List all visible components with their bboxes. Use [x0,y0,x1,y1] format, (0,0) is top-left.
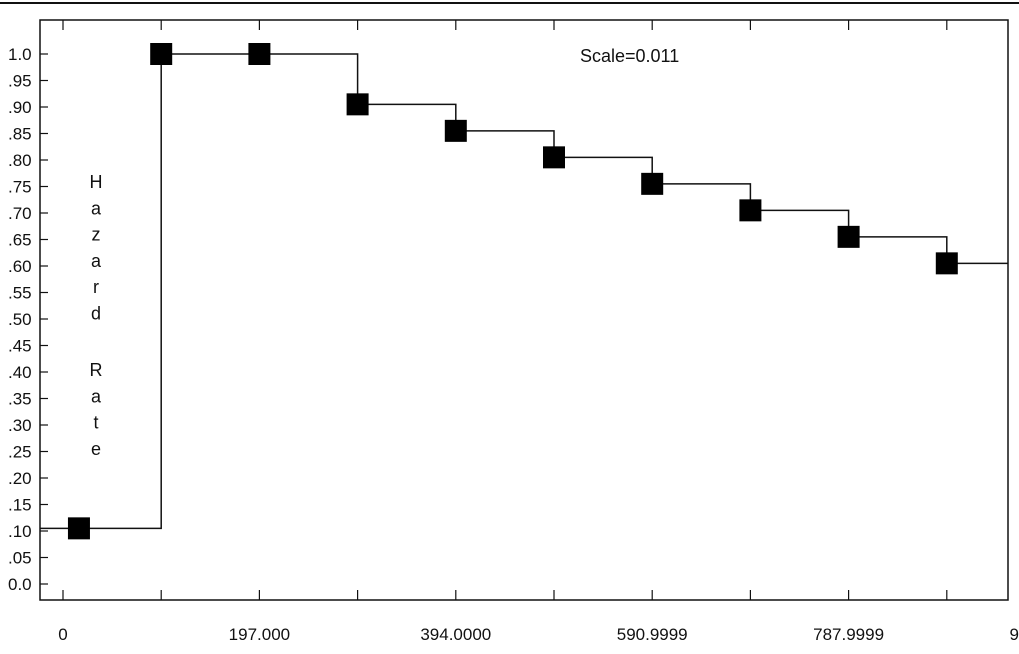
y-tick-label: .60 [8,257,32,276]
hazard-step-line [40,53,1008,530]
y-tick-label: .45 [8,337,32,356]
data-point-marker [150,43,173,65]
data-point-marker [739,199,762,222]
y-tick-label: .05 [8,549,32,568]
y-tick-label: .95 [8,72,32,91]
x-tick-label: 787.9999 [813,625,884,644]
y-axis-label-letter: H [90,172,103,192]
y-tick-label: .85 [8,125,32,144]
y-tick-label: .65 [8,231,32,250]
y-axis-label-letter: t [93,413,98,433]
y-axis-label-letter: R [90,360,103,380]
data-point-marker [248,43,271,65]
y-tick-label: .70 [8,204,32,223]
y-axis-label-letter: a [91,251,102,271]
data-point-marker [543,146,565,169]
y-tick-label: .50 [8,310,32,329]
plot-frame [39,19,1009,601]
data-point-marker [935,252,958,275]
data-point-marker [837,225,860,248]
data-point-marker [346,93,369,116]
y-tick-label: .30 [8,416,32,435]
y-tick-label: .10 [8,522,32,541]
y-tick-label: .90 [8,98,32,117]
y-tick-label: 1.0 [8,45,32,64]
y-axis-label-letter: r [93,277,99,297]
y-axis-label-letter: z [92,225,101,245]
y-tick-label: .40 [8,363,32,382]
data-point-marker [444,119,467,142]
y-tick-label: 0.0 [8,575,32,594]
data-point-marker [67,517,90,540]
y-tick-label: .55 [8,284,32,303]
y-tick-label: .20 [8,469,32,488]
y-tick-label: .80 [8,151,32,170]
y-tick-label: .35 [8,390,32,409]
x-tick-label: 197.000 [229,625,290,644]
x-tick-label: 0 [58,625,67,644]
y-tick-label: .15 [8,496,32,515]
y-axis-label-letter: e [91,439,101,459]
y-tick-label: .75 [8,178,32,197]
x-tick-label: 984.9999 [1010,625,1019,644]
y-tick-label: .25 [8,443,32,462]
y-axis-label-letter: d [91,304,101,324]
y-axis-label-letter: a [91,386,102,406]
scale-annotation: Scale=0.011 [580,46,679,66]
x-tick-label: 394.0000 [420,625,491,644]
data-point-marker [641,172,664,195]
x-tick-label: 590.9999 [617,625,688,644]
y-axis-label-letter: a [91,198,102,218]
